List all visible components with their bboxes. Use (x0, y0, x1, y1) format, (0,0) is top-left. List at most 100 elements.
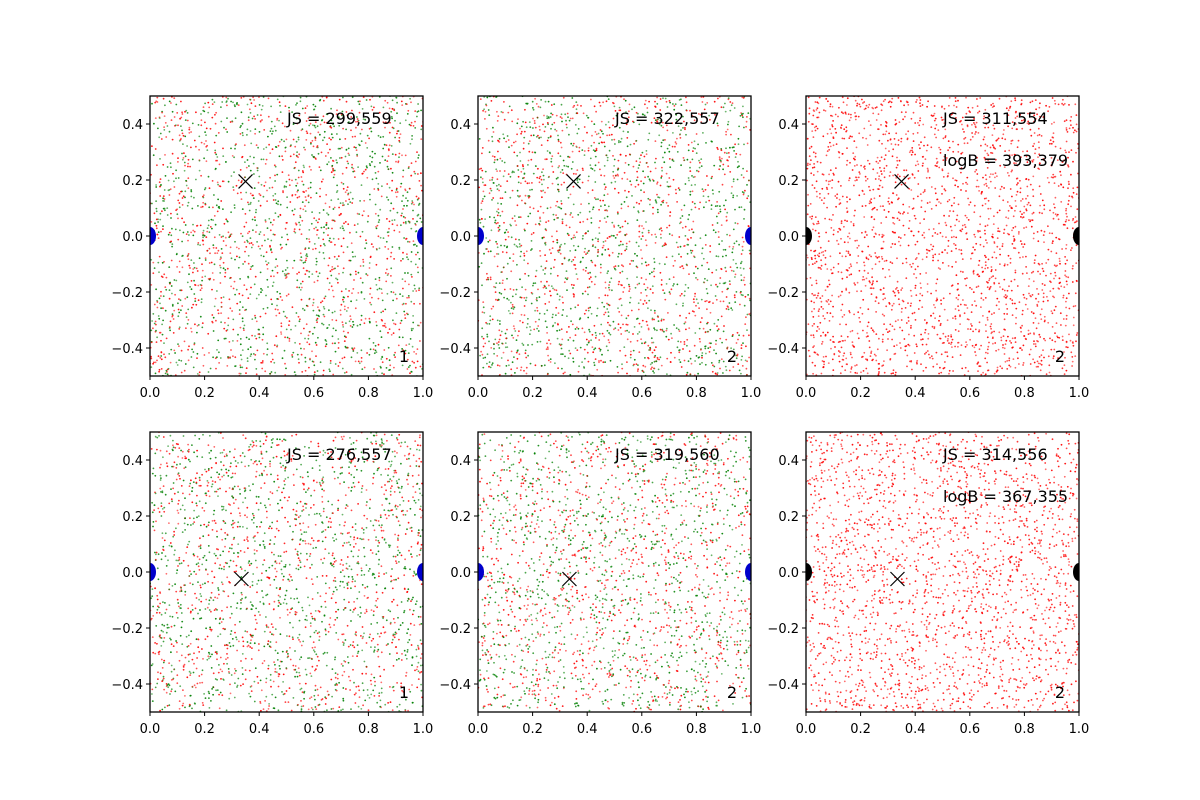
scatter-point (626, 222, 629, 225)
scatter-point (396, 191, 399, 193)
scatter-point (513, 327, 516, 330)
scatter-point (1007, 109, 1010, 112)
scatter-point (748, 297, 751, 300)
scatter-point (728, 302, 731, 304)
scatter-point (508, 105, 511, 108)
scatter-point (571, 150, 574, 153)
scatter-point (318, 251, 321, 254)
scatter-point (337, 238, 340, 240)
scatter-point (296, 151, 298, 154)
scatter-point (244, 260, 246, 263)
scatter-point (593, 324, 596, 327)
scatter-point (200, 287, 203, 290)
scatter-point (542, 269, 545, 271)
scatter-point (490, 189, 493, 192)
scatter-point (519, 160, 522, 162)
scatter-point (375, 284, 378, 286)
scatter-point (257, 200, 260, 202)
scatter-point (223, 222, 226, 225)
scatter-point (276, 98, 279, 101)
scatter-point (209, 127, 212, 130)
scatter-point (544, 100, 547, 103)
scatter-point (824, 249, 827, 252)
scatter-point (163, 353, 165, 356)
scatter-point (582, 235, 584, 237)
scatter-point (173, 349, 176, 352)
scatter-point (998, 301, 1000, 303)
scatter-point (339, 313, 342, 316)
scatter-point (367, 215, 370, 217)
scatter-point (642, 364, 645, 367)
scatter-point (704, 244, 707, 246)
scatter-point (698, 159, 700, 162)
scatter-point (327, 234, 329, 237)
scatter-point (408, 221, 411, 224)
scatter-point (660, 364, 663, 367)
scatter-point (488, 114, 491, 116)
scatter-point (160, 290, 162, 293)
scatter-point (638, 123, 641, 126)
scatter-point (365, 242, 368, 245)
scatter-point (326, 121, 328, 124)
scatter-point (204, 257, 207, 260)
scatter-point (198, 169, 201, 172)
scatter-point (706, 102, 709, 104)
scatter-point (175, 253, 178, 256)
scatter-point (720, 267, 722, 270)
scatter-point (309, 330, 311, 333)
scatter-point (162, 307, 164, 309)
scatter-point (241, 317, 244, 320)
scatter-point (553, 121, 556, 124)
scatter-point (603, 335, 606, 338)
scatter-point (406, 204, 408, 207)
scatter-point (514, 330, 517, 332)
scatter-point (746, 170, 748, 173)
scatter-point (256, 349, 259, 352)
scatter-point (375, 371, 377, 374)
scatter-point (288, 184, 291, 187)
scatter-point (689, 193, 692, 196)
scatter-point (624, 354, 627, 357)
scatter-point (410, 202, 413, 205)
scatter-point (392, 207, 395, 210)
scatter-point (733, 294, 736, 297)
scatter-point (578, 318, 581, 321)
scatter-point (234, 293, 237, 296)
scatter-point (1047, 248, 1050, 251)
scatter-point (254, 128, 257, 131)
scatter-point (622, 291, 625, 293)
scatter-point (614, 265, 617, 267)
scatter-point (689, 109, 691, 112)
scatter-point (176, 364, 179, 366)
scatter-point (871, 329, 874, 332)
scatter-point (734, 208, 736, 211)
scatter-point (636, 176, 639, 179)
scatter-point (638, 202, 641, 205)
scatter-point (540, 178, 543, 181)
scatter-point (854, 179, 857, 182)
scatter-point (209, 226, 212, 228)
scatter-point (357, 271, 360, 274)
scatter-point (157, 315, 160, 317)
scatter-point (214, 223, 217, 226)
scatter-point (983, 229, 986, 232)
scatter-point (653, 349, 656, 352)
scatter-point (345, 322, 347, 324)
scatter-point (266, 348, 269, 350)
scatter-point (573, 295, 575, 298)
scatter-point (654, 242, 657, 244)
scatter-point (273, 361, 276, 364)
scatter-point (608, 304, 611, 307)
scatter-point (386, 165, 389, 168)
scatter-point (677, 246, 679, 249)
scatter-point (745, 316, 747, 319)
scatter-point (481, 218, 483, 220)
scatter-point (678, 349, 681, 351)
scatter-point (557, 134, 559, 137)
scatter-point (611, 221, 614, 224)
scatter-point (267, 135, 269, 138)
scatter-point (662, 199, 665, 202)
scatter-point (155, 288, 158, 291)
scatter-point (891, 155, 894, 158)
scatter-point (208, 206, 211, 209)
